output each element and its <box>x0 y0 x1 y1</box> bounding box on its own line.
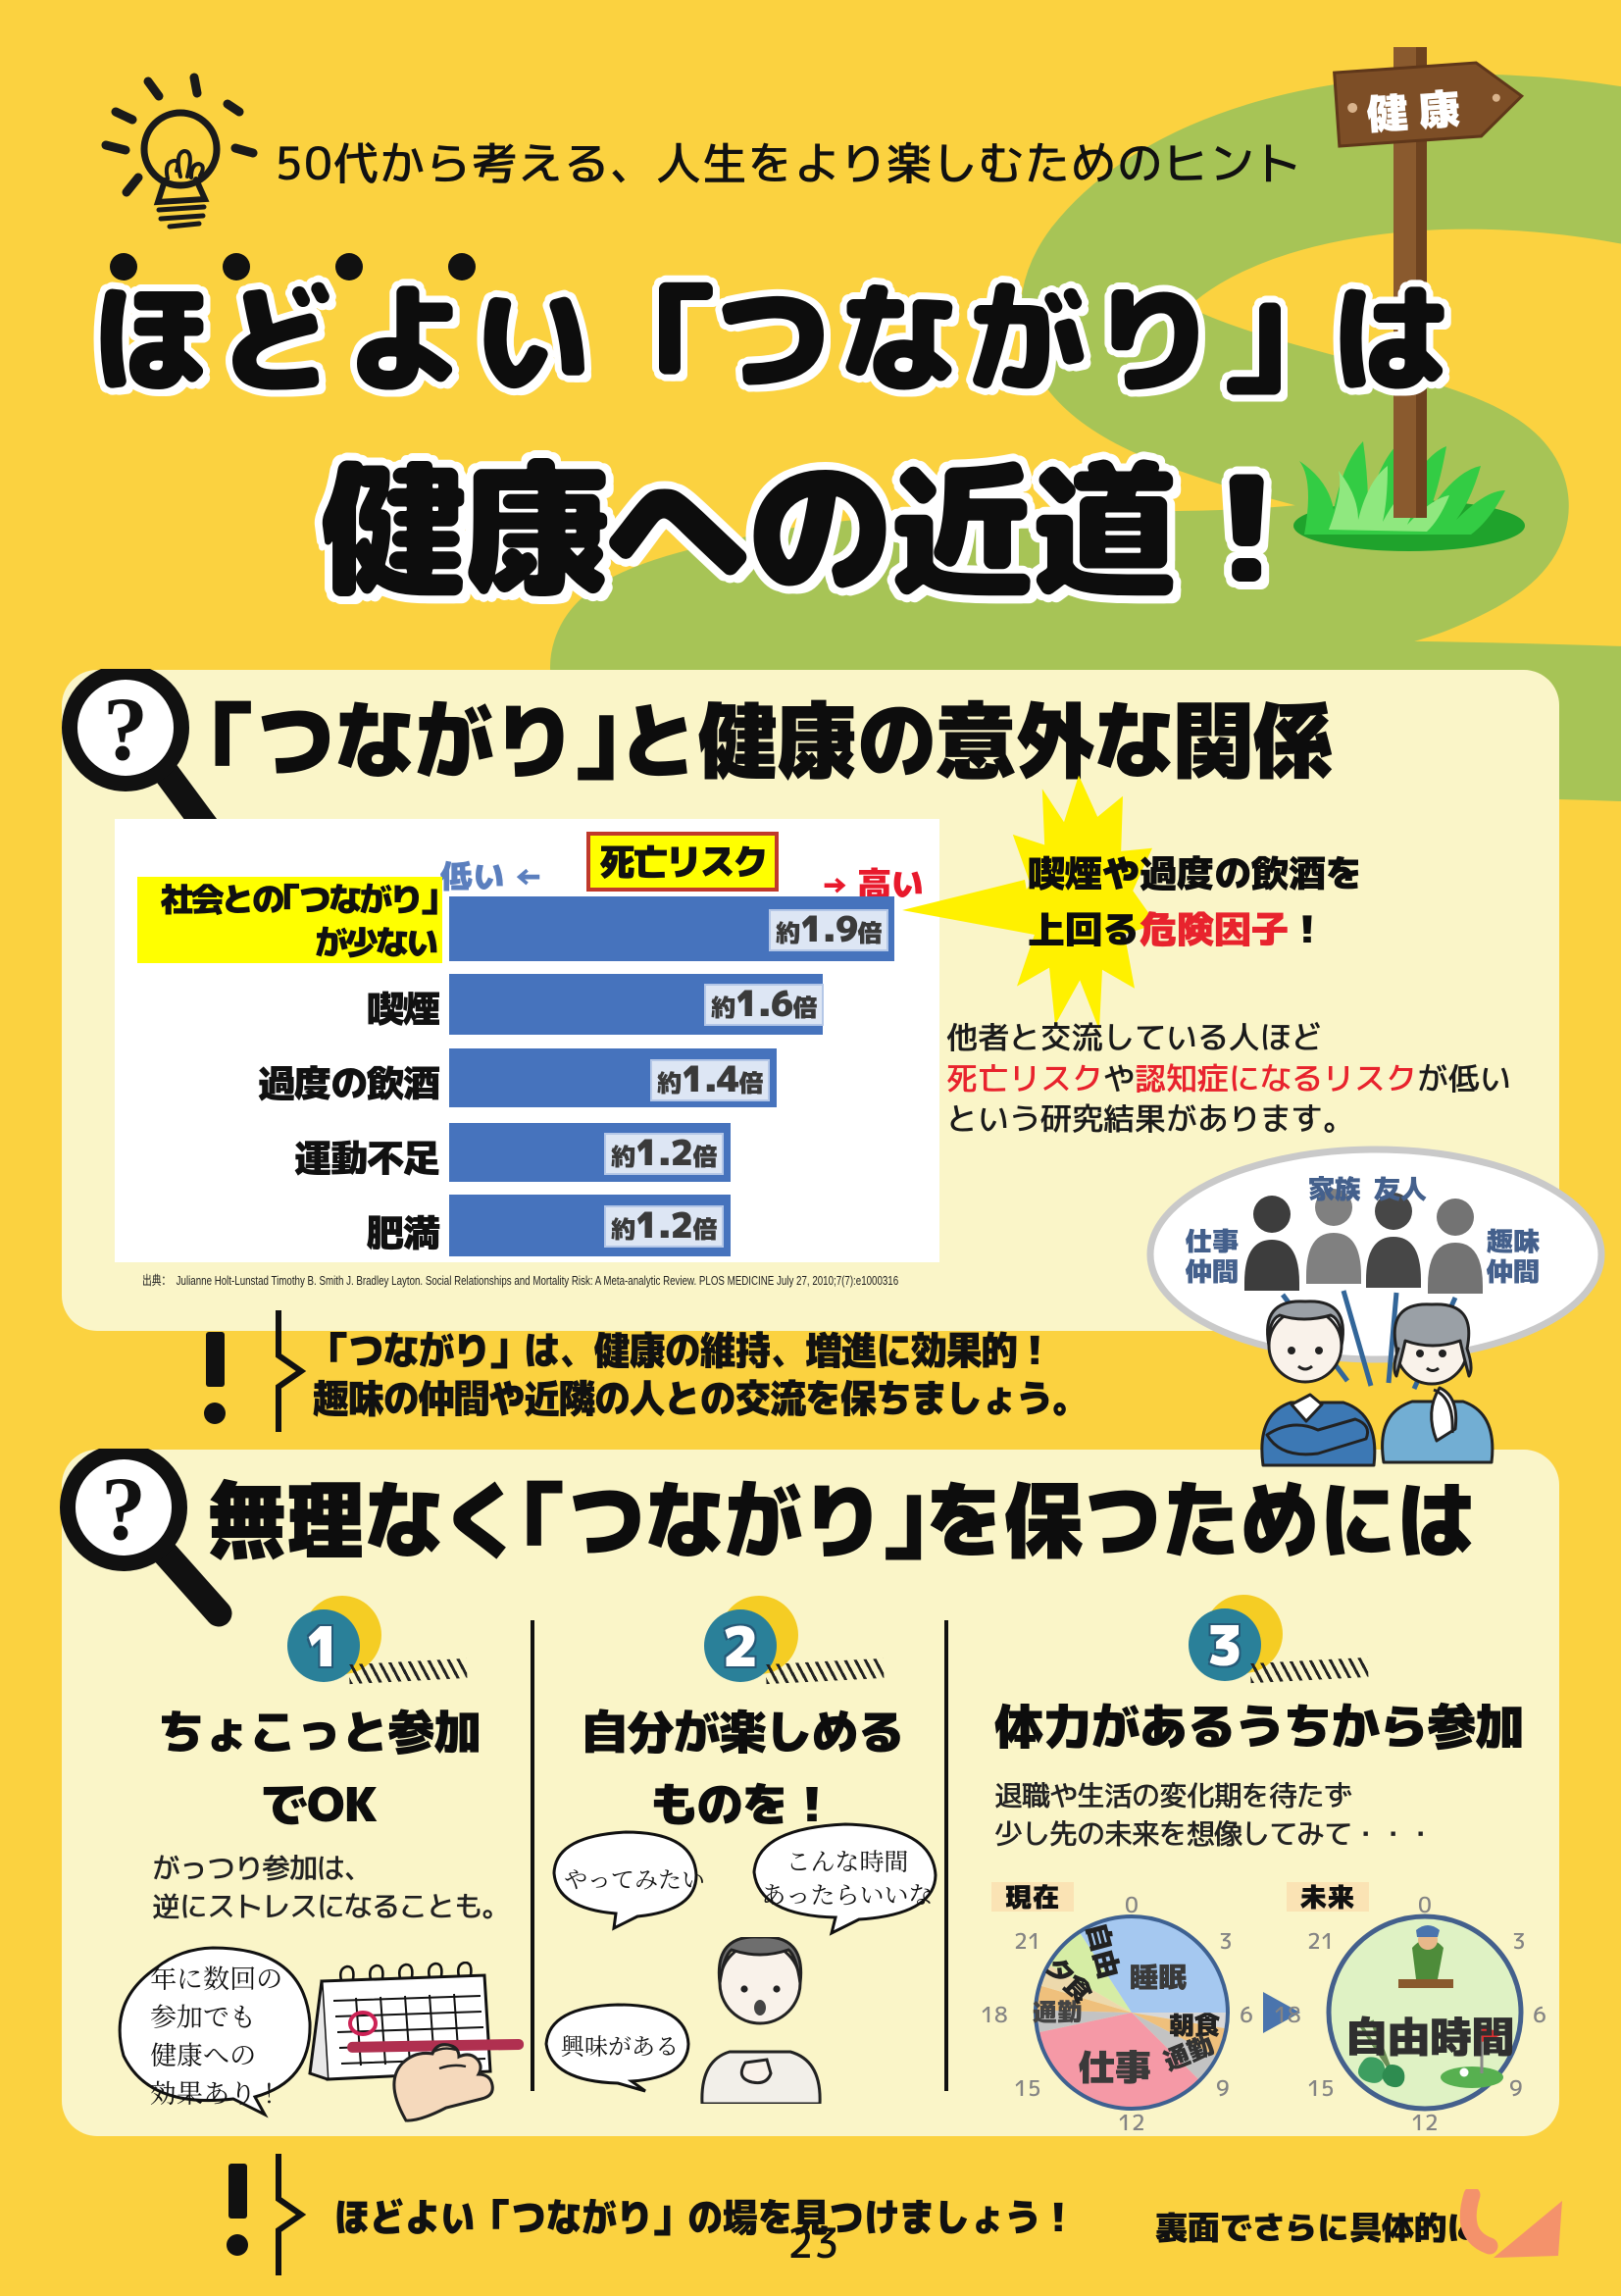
svg-text:?: ? <box>101 1449 146 1568</box>
svg-text:?: ? <box>103 669 148 789</box>
